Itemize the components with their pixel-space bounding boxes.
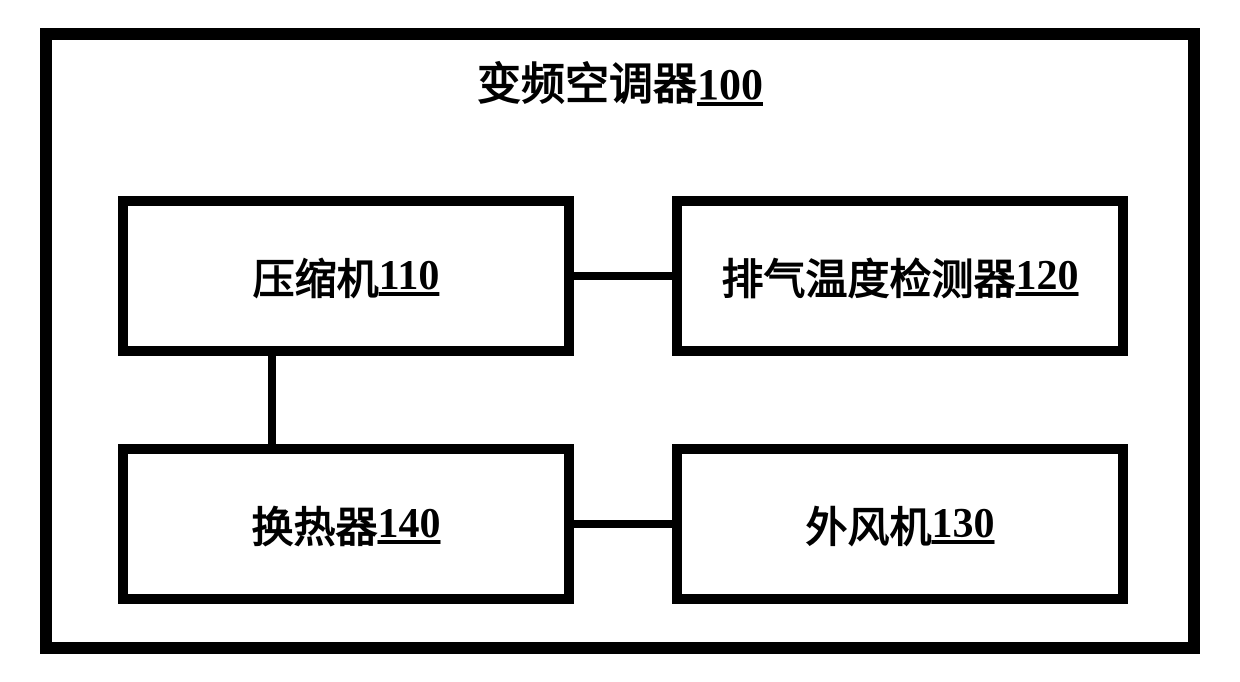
- block-hex-number: 140: [378, 500, 441, 548]
- block-compressor: 压缩机110: [118, 196, 574, 356]
- block-fan-text: 外风机: [805, 494, 931, 555]
- block-discharge-temp-detector: 排气温度检测器120: [672, 196, 1128, 356]
- diagram-title-text: 变频空调器: [477, 60, 697, 109]
- diagram-title-number: 100: [697, 60, 763, 109]
- block-detector-text: 排气温度检测器: [721, 246, 1015, 307]
- block-hex-text: 换热器: [251, 494, 377, 555]
- diagram-title: 变频空调器100: [430, 48, 810, 112]
- connector-compressor-to-detector: [574, 272, 672, 280]
- connector-heat-exchanger-to-fan: [574, 520, 672, 528]
- block-compressor-text: 压缩机: [253, 246, 379, 307]
- block-compressor-number: 110: [379, 252, 440, 300]
- block-detector-number: 120: [1016, 252, 1079, 300]
- block-fan-number: 130: [932, 500, 995, 548]
- block-outdoor-fan: 外风机130: [672, 444, 1128, 604]
- connector-compressor-to-heat-exchanger: [268, 356, 276, 444]
- block-heat-exchanger: 换热器140: [118, 444, 574, 604]
